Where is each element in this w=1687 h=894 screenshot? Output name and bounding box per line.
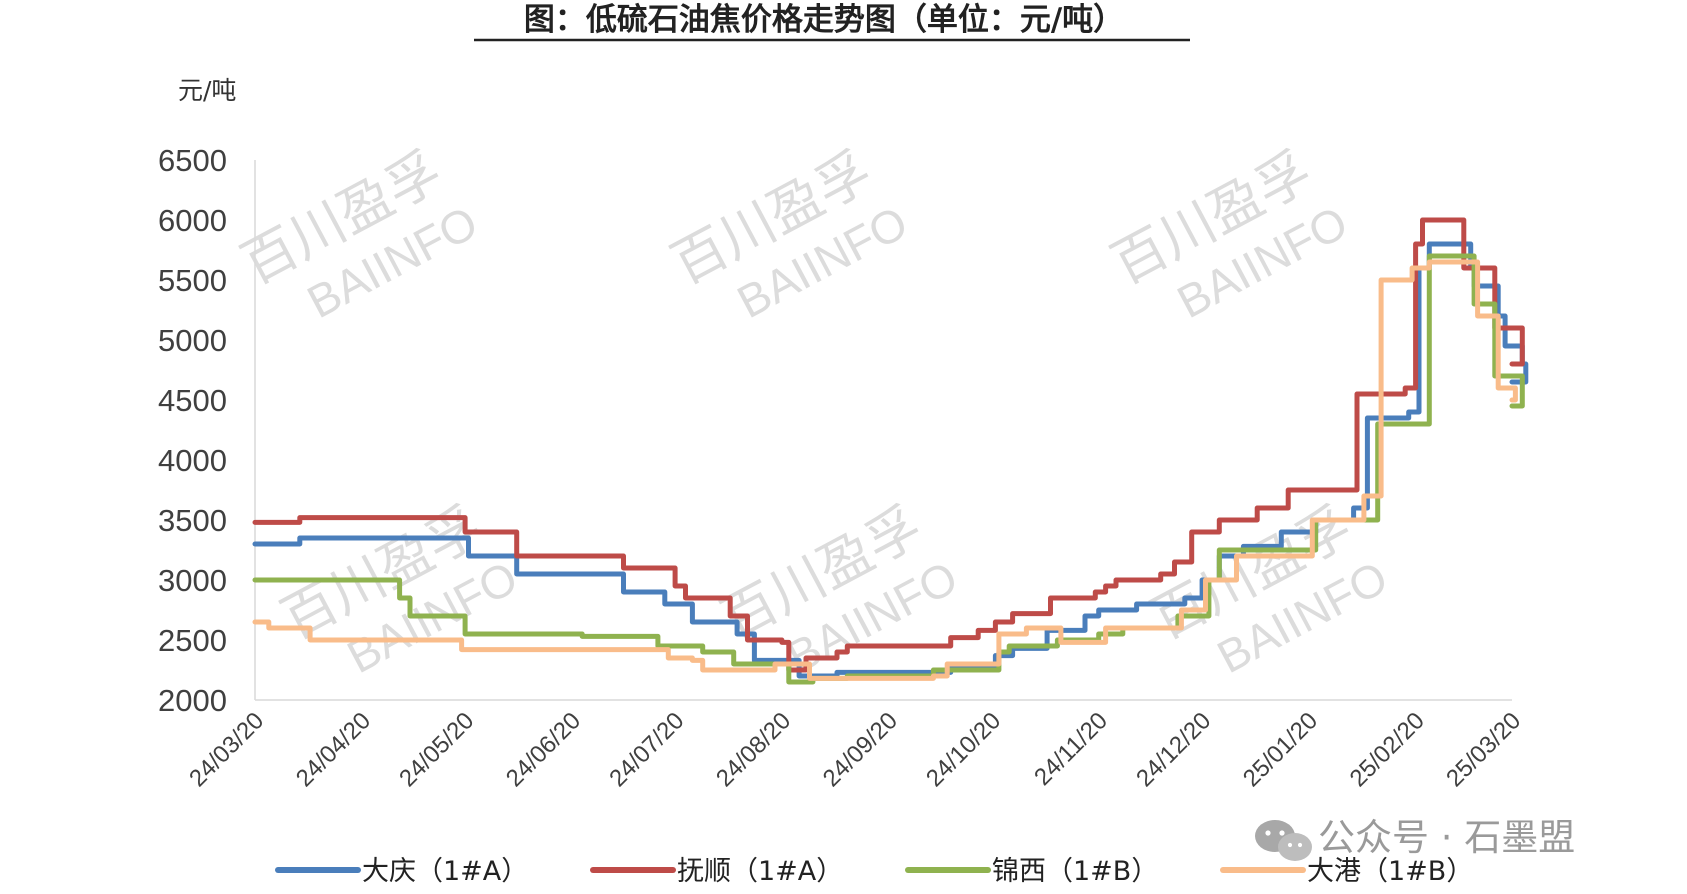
legend: 大庆（1#A） 抚顺（1#A） 锦西（1#B） 大港（1#B）	[275, 856, 1473, 887]
x-tick-labels: 24/03/20 24/04/20 24/05/20 24/06/20 24/07/20…	[184, 707, 1526, 792]
x-tick-label: 25/03/20	[1441, 707, 1526, 792]
y-tick-label: 4500	[158, 383, 227, 418]
legend-label: 大庆（1#A）	[362, 856, 528, 887]
series-line-2	[252, 217, 1525, 673]
x-tick-label: 24/06/20	[501, 707, 586, 792]
x-tick-label: 24/03/20	[184, 707, 269, 792]
wechat-caption-text: 公众号 · 石墨盟	[1318, 816, 1575, 859]
x-tick-label: 24/09/20	[818, 707, 903, 792]
x-tick-label: 24/11/20	[1029, 707, 1113, 791]
y-tick-label: 4000	[158, 443, 227, 478]
wechat-caption: 公众号 · 石墨盟	[1255, 816, 1575, 861]
y-tick-label: 6000	[158, 203, 227, 238]
y-tick-label: 2000	[158, 683, 227, 718]
x-tick-label: 24/05/20	[394, 707, 479, 792]
y-tick-label: 5000	[158, 323, 227, 358]
y-unit-label: 元/吨	[178, 76, 236, 105]
x-tick-label: 24/12/20	[1131, 707, 1216, 792]
y-tick-label: 3000	[158, 563, 227, 598]
wechat-icon	[1255, 820, 1312, 861]
series-lines	[252, 217, 1529, 685]
chart-title: 图：低硫石油焦价格走势图（单位：元/吨）	[524, 2, 1124, 38]
legend-label: 大港（1#B）	[1307, 856, 1473, 887]
legend-label: 锦西（1#B）	[992, 856, 1158, 887]
x-tick-label: 25/02/20	[1345, 707, 1430, 792]
y-tick-label: 5500	[158, 263, 227, 298]
series-line-4	[252, 259, 1518, 681]
series-line-3	[252, 253, 1525, 685]
x-tick-label: 24/04/20	[291, 707, 376, 792]
y-tick-label: 3500	[158, 503, 227, 538]
x-tick-label: 24/07/20	[604, 707, 689, 792]
y-tick-labels: 2000 2500 3000 3500 4000 4500 5000 5500 6000 6500	[158, 143, 227, 718]
x-tick-label: 24/10/20	[921, 707, 1006, 792]
y-tick-label: 2500	[158, 623, 227, 658]
watermark-layer: 百川盈孚 BAIINFO 百川盈孚 BAIINFO 百川盈孚 BAIINFO 百…	[232, 139, 1396, 683]
legend-label: 抚顺（1#A）	[677, 856, 843, 887]
x-tick-label: 24/08/20	[711, 707, 796, 792]
x-tick-label: 25/01/20	[1238, 707, 1323, 792]
y-tick-label: 6500	[158, 143, 227, 178]
